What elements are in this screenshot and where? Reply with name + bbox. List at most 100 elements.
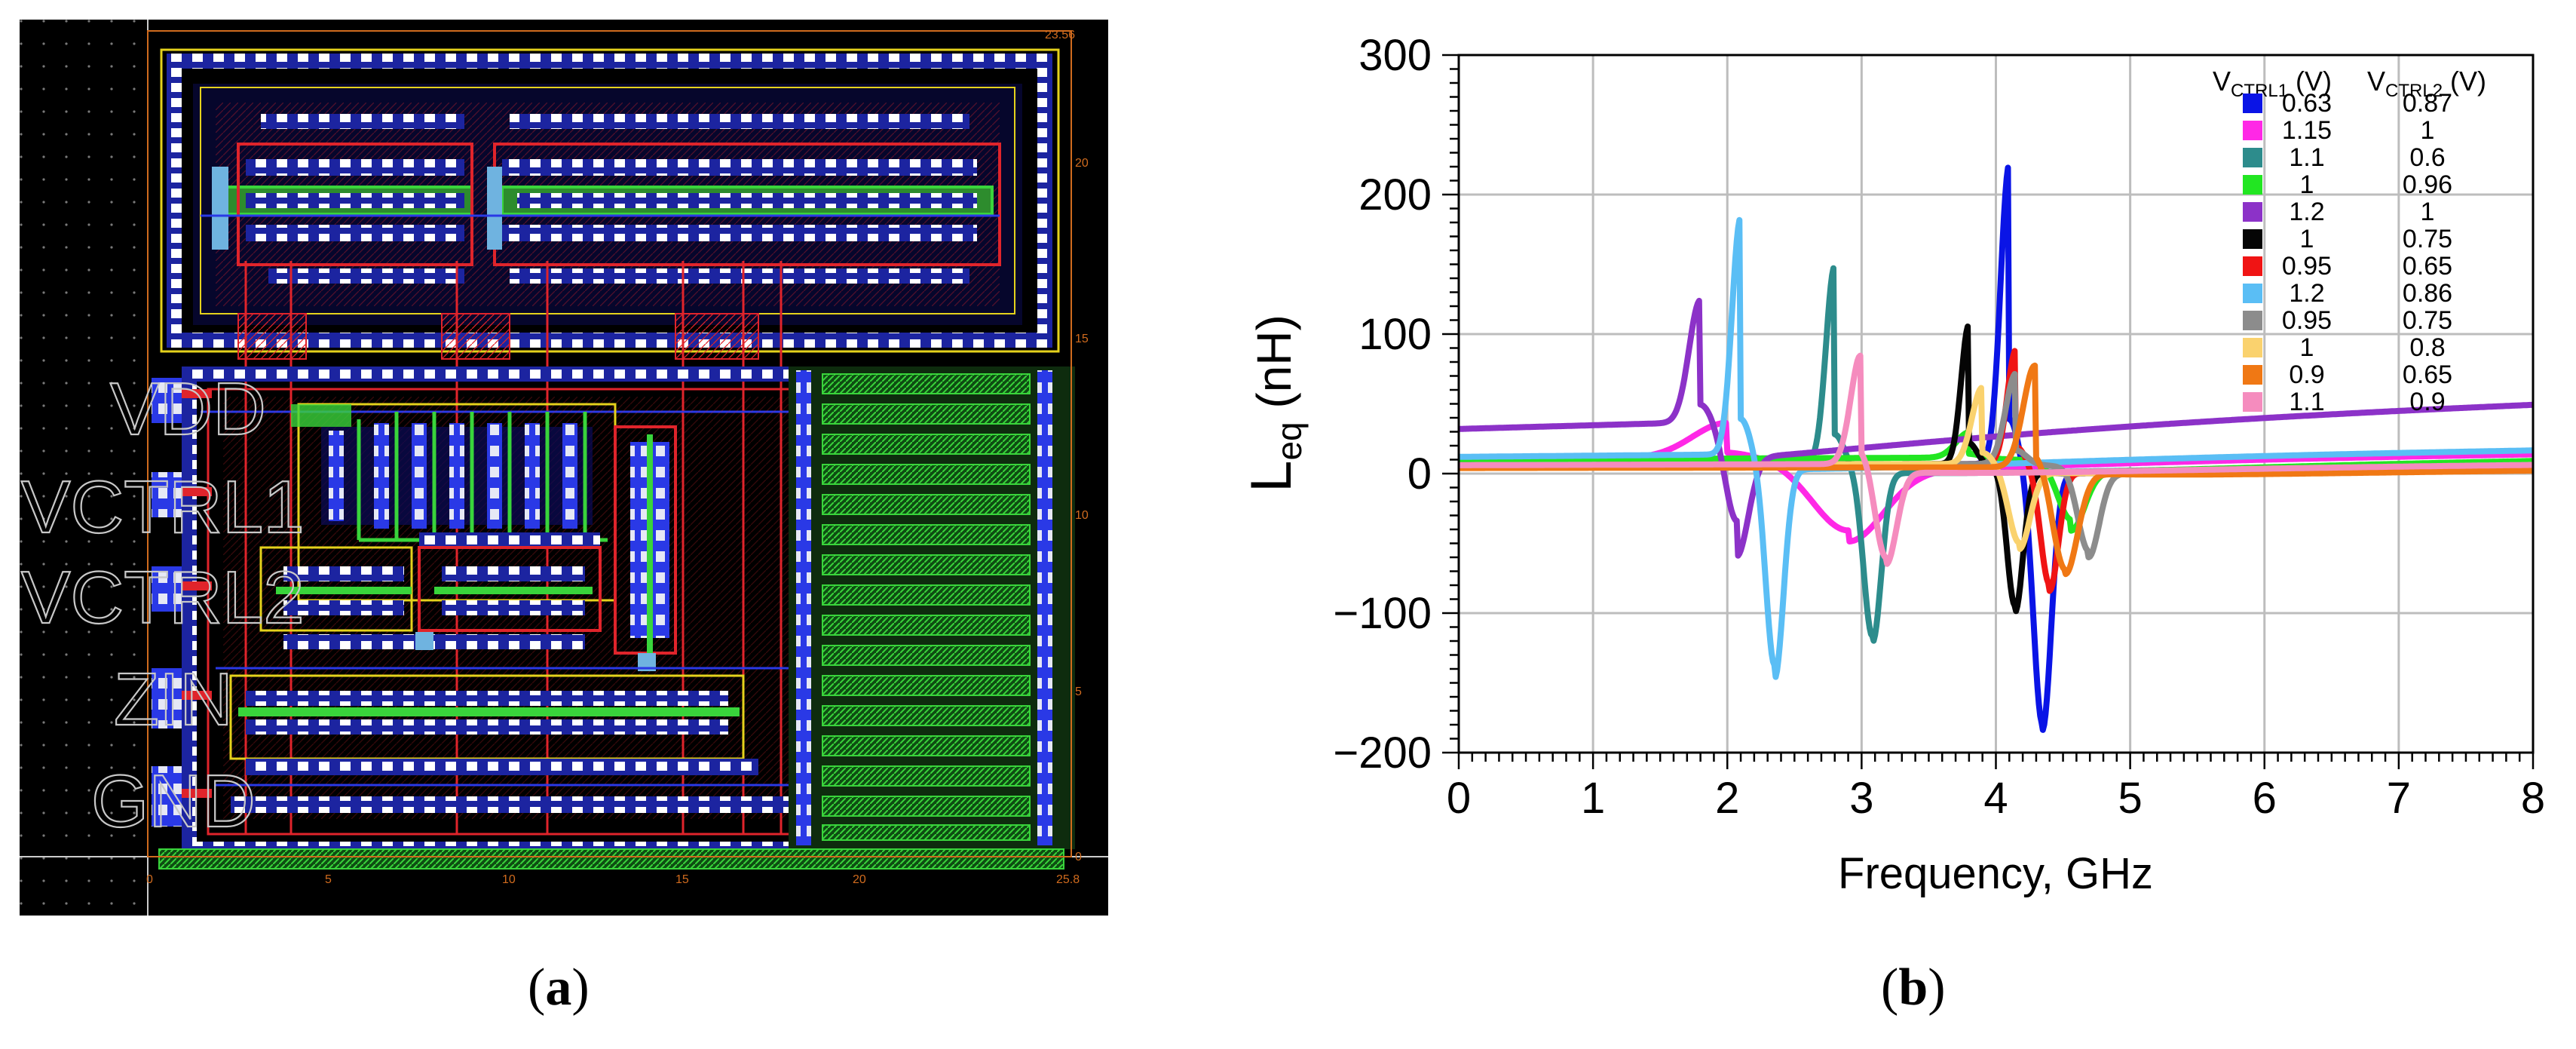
chart-ticks [1442, 54, 2535, 769]
y-tick-label: −200 [1333, 728, 1432, 778]
caption-a-letter: a [545, 959, 572, 1017]
legend-swatch [2243, 311, 2262, 330]
chart-series [1456, 164, 2535, 733]
legend-vctrl2-value: 0.96 [2403, 170, 2452, 199]
pin-label-vctrl2: VCTRL2 [21, 556, 305, 639]
x-axis-title: Frequency, GHz [1838, 849, 2153, 898]
legend-swatch [2243, 148, 2262, 167]
legend-vctrl1-value: 1.1 [2289, 388, 2324, 416]
legend-vctrl1-value: 0.9 [2289, 360, 2324, 389]
legend-vctrl2-value: 0.75 [2403, 225, 2452, 253]
layout-drawing: VDD VCTRL1 VCTRL2 ZIN GND 23.56 0 5 10 1… [20, 20, 1108, 916]
layout-panel: VDD VCTRL1 VCTRL2 ZIN GND 23.56 0 5 10 1… [20, 20, 1108, 916]
legend-swatch [2243, 256, 2262, 276]
legend-header-vctrl2-unit: (V) [2443, 66, 2486, 97]
bottom-cell [182, 367, 822, 857]
legend-header-vctrl1-unit: (V) [2288, 66, 2332, 97]
x-ruler-tick: 20 [853, 873, 866, 886]
x-tick-label: 3 [1849, 774, 1873, 823]
legend-vctrl1-value: 1.2 [2289, 198, 2324, 226]
ruler-frame [147, 30, 1072, 857]
legend-vctrl2-value: 0.9 [2409, 388, 2445, 416]
legend-header-vctrl2-sub: CTRL2 [2385, 81, 2443, 101]
series-line [1456, 297, 2535, 559]
leq-chart: 0 1 2 3 4 5 6 7 8 −200 −100 0 100 200 300 Frequency, … [1239, 31, 2545, 898]
legend-vctrl1-value: 1 [2300, 333, 2314, 362]
legend-vctrl1-value: 1.1 [2289, 143, 2324, 172]
legend-header-vctrl2-main: V [2367, 66, 2385, 97]
legend-header-vctrl1-main: V [2213, 66, 2231, 97]
legend-swatch [2243, 365, 2262, 385]
y-axis-title: Leq (nH) [1239, 314, 1309, 492]
x-tick-label: 0 [1447, 774, 1471, 823]
y-axis-title-sub: eq [1270, 422, 1309, 460]
caption-b-letter: b [1898, 959, 1928, 1017]
x-ruler-tick: 0 [146, 873, 153, 886]
caption-b: (b) [1881, 959, 1946, 1017]
y-tick-label: 0 [1407, 449, 1432, 498]
legend-swatch [2243, 284, 2262, 303]
legend: VCTRL1 (V) VCTRL2 (V) 0.63 0.871.15 11.1 0.… [2213, 66, 2486, 416]
y-tick-labels: −200 −100 0 100 200 300 [1333, 31, 1432, 778]
y-ruler-tick: 0 [1075, 851, 1082, 863]
legend-swatch [2243, 121, 2262, 140]
legend-swatch [2243, 392, 2262, 412]
x-ruler-tick: 5 [325, 873, 332, 886]
legend-swatch [2243, 338, 2262, 357]
legend-vctrl1-value: 1 [2300, 225, 2314, 253]
x-tick-label: 7 [2387, 774, 2411, 823]
legend-entries: 0.63 0.871.15 11.1 0.61 0.961.2 11 0.750.95 0.6… [2243, 89, 2452, 416]
legend-swatch [2243, 229, 2262, 249]
legend-swatch [2243, 94, 2262, 113]
x-tick-label: 8 [2521, 774, 2545, 823]
capacitor-array [789, 367, 1075, 849]
x-tick-label: 1 [1581, 774, 1605, 823]
y-ruler-tick: 5 [1075, 686, 1082, 698]
legend-vctrl1-value: 1.15 [2282, 116, 2332, 145]
legend-swatch [2243, 202, 2262, 222]
legend-vctrl2-value: 0.75 [2403, 306, 2452, 335]
caption-a: (a) [528, 959, 590, 1017]
y-tick-label: 200 [1358, 170, 1432, 219]
legend-vctrl1-value: 0.95 [2282, 252, 2332, 281]
pin-label-vctrl1: VCTRL1 [21, 465, 305, 548]
corner-coordinate-label: 23.56 [1045, 29, 1075, 41]
pin-label-vdd: VDD [110, 367, 266, 450]
top-cell [160, 48, 1060, 834]
series-line [1456, 352, 2535, 567]
legend-vctrl2-value: 0.8 [2409, 333, 2445, 362]
x-tick-label: 6 [2253, 774, 2277, 823]
legend-header-vctrl2: VCTRL2 (V) [2367, 66, 2486, 101]
x-tick-label: 5 [2118, 774, 2142, 823]
legend-vctrl1-value: 0.95 [2282, 306, 2332, 335]
x-tick-labels: 0 1 2 3 4 5 6 7 8 [1447, 774, 2545, 823]
legend-vctrl2-value: 0.65 [2403, 360, 2452, 389]
y-tick-label: 100 [1358, 310, 1432, 359]
grid-dots [20, 20, 148, 916]
legend-vctrl1-value: 1.2 [2289, 279, 2324, 308]
x-tick-label: 2 [1715, 774, 1739, 823]
legend-vctrl2-value: 0.6 [2409, 143, 2445, 172]
y-ruler-tick: 10 [1075, 509, 1089, 522]
legend-vctrl1-value: 1 [2300, 170, 2314, 199]
legend-vctrl2-value: 1 [2421, 116, 2435, 145]
y-ruler-tick: 20 [1075, 157, 1089, 170]
y-axis-title-main: L [1239, 461, 1303, 492]
legend-header-vctrl1: VCTRL1 (V) [2213, 66, 2332, 101]
y-tick-label: −100 [1333, 589, 1432, 638]
legend-vctrl2-value: 0.87 [2403, 89, 2452, 118]
x-ruler-tick: 10 [502, 873, 516, 886]
x-ruler-tick: 15 [675, 873, 689, 886]
y-tick-label: 300 [1358, 31, 1432, 80]
x-ruler-tick: 25.8 [1056, 873, 1080, 886]
y-ruler-tick: 15 [1075, 333, 1089, 345]
y-axis-title-unit: (nH) [1247, 314, 1301, 422]
legend-vctrl1-value: 0.63 [2282, 89, 2332, 118]
legend-swatch [2243, 175, 2262, 195]
x-tick-label: 4 [1983, 774, 2008, 823]
pin-label-gnd: GND [91, 759, 256, 842]
pin-label-zin: ZIN [114, 658, 233, 741]
series-line [1456, 362, 2535, 578]
pin-pads [152, 378, 182, 827]
legend-vctrl2-value: 0.86 [2403, 279, 2452, 308]
